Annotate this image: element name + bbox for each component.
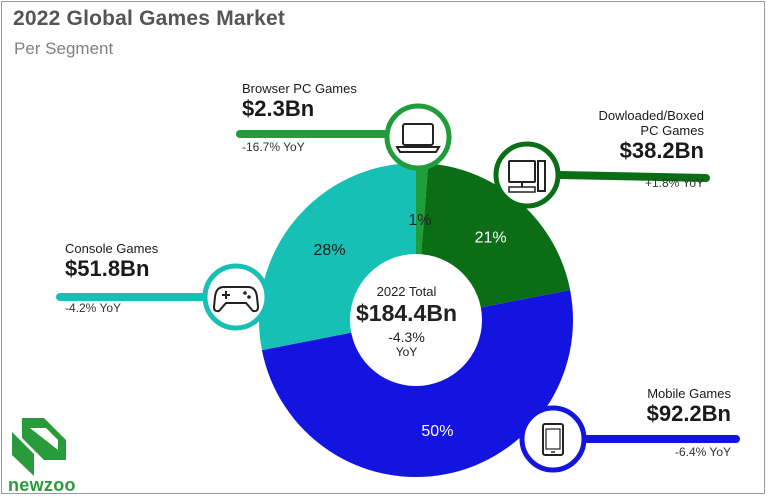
gamepad-icon [202, 263, 270, 331]
chart-subtitle: Per Segment [14, 39, 114, 58]
smartphone-icon [519, 405, 587, 473]
segment-yoy: -4.2% YoY [65, 301, 122, 315]
segment-yoy: +1.8% YoY [644, 176, 704, 190]
segment-label-browser-pc: Browser PC Games $2.3Bn -16.7% YoY [242, 81, 357, 154]
segment-name: Console Games [65, 241, 159, 256]
desktop-computer-icon [493, 141, 561, 209]
slice-percent-label: 28% [314, 242, 346, 259]
segment-label-console: Console Games $51.8Bn -4.2% YoY [65, 241, 158, 315]
segment-label-downloaded-pc: Dowloaded/Boxed PC Games $38.2Bn +1.8% Y… [598, 108, 704, 190]
donut-center-total: 2022 Total $184.4Bn -4.3% YoY [349, 284, 464, 359]
segment-label-mobile: Mobile Games $92.2Bn -6.4% YoY [647, 386, 731, 459]
connector-downloaded-pc [556, 171, 710, 182]
segment-name: Browser PC Games [242, 81, 357, 96]
laptop-icon [384, 103, 452, 171]
donut-center-hole [350, 254, 482, 386]
segment-value: $2.3Bn [242, 96, 315, 121]
chart-title: 2022 Global Games Market [13, 7, 286, 30]
segment-name: Mobile Games [647, 386, 731, 401]
slice-percent-label: 50% [421, 423, 453, 440]
total-change-unit: YoY [395, 345, 418, 359]
segment-value: $51.8Bn [65, 256, 150, 281]
newzoo-logo-icon [12, 418, 66, 476]
brand-logo-text: newzoo [8, 475, 76, 495]
segment-name-line2: PC Games [640, 123, 704, 138]
segment-value: $38.2Bn [619, 138, 704, 163]
segment-yoy: -6.4% YoY [674, 445, 731, 459]
total-label: 2022 Total [376, 284, 437, 299]
total-change: -4.3% [388, 329, 425, 345]
segment-value: $92.2Bn [646, 401, 731, 426]
slice-percent-label: 21% [475, 229, 507, 246]
slice-percent-label: 1% [408, 212, 431, 229]
segment-yoy: -16.7% YoY [242, 140, 305, 154]
segment-name-line1: Dowloaded/Boxed [598, 108, 704, 123]
total-value: $184.4Bn [355, 300, 457, 326]
